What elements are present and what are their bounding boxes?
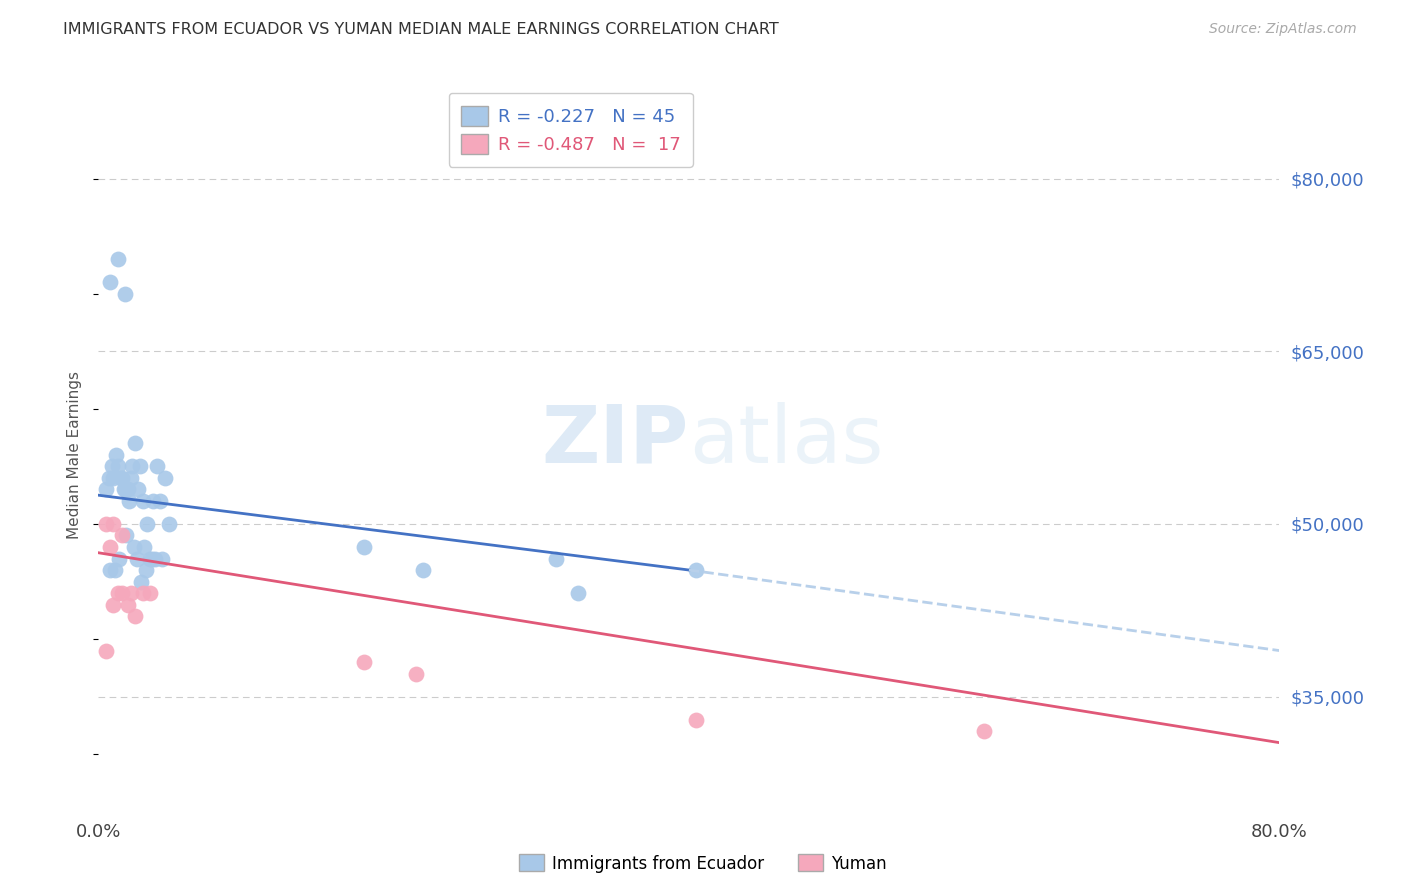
Point bbox=[146, 459, 169, 474]
Point bbox=[127, 483, 149, 497]
Point bbox=[111, 528, 134, 542]
Point bbox=[118, 494, 141, 508]
Legend: R = -0.227   N = 45, R = -0.487   N =  17: R = -0.227 N = 45, R = -0.487 N = 17 bbox=[449, 93, 693, 167]
Point bbox=[141, 551, 163, 566]
Point bbox=[94, 643, 117, 657]
Point bbox=[405, 666, 427, 681]
Point bbox=[117, 483, 139, 497]
Point bbox=[353, 655, 375, 669]
Point bbox=[129, 574, 152, 589]
Point bbox=[122, 540, 145, 554]
Point bbox=[124, 609, 146, 624]
Point bbox=[98, 275, 121, 289]
Text: ZIP: ZIP bbox=[541, 401, 689, 480]
Point bbox=[685, 713, 707, 727]
Point bbox=[150, 551, 173, 566]
Point bbox=[143, 551, 166, 566]
Point bbox=[100, 459, 122, 474]
Point bbox=[111, 586, 134, 600]
Point bbox=[139, 551, 162, 566]
Point bbox=[105, 448, 128, 462]
Point bbox=[107, 459, 129, 474]
Point bbox=[142, 494, 165, 508]
Y-axis label: Median Male Earnings: Median Male Earnings bbox=[67, 371, 83, 539]
Point bbox=[111, 471, 134, 485]
Point bbox=[104, 563, 127, 577]
Point bbox=[117, 598, 139, 612]
Point bbox=[125, 551, 148, 566]
Point bbox=[107, 586, 129, 600]
Point bbox=[124, 436, 146, 450]
Point bbox=[107, 252, 129, 267]
Point bbox=[149, 494, 172, 508]
Point bbox=[110, 471, 132, 485]
Point bbox=[128, 459, 150, 474]
Point bbox=[115, 528, 138, 542]
Point bbox=[412, 563, 434, 577]
Point bbox=[353, 540, 375, 554]
Point bbox=[108, 551, 131, 566]
Point bbox=[121, 459, 143, 474]
Point bbox=[136, 516, 159, 531]
Text: atlas: atlas bbox=[689, 401, 883, 480]
Point bbox=[98, 563, 121, 577]
Point bbox=[103, 598, 125, 612]
Text: IMMIGRANTS FROM ECUADOR VS YUMAN MEDIAN MALE EARNINGS CORRELATION CHART: IMMIGRANTS FROM ECUADOR VS YUMAN MEDIAN … bbox=[63, 22, 779, 37]
Point bbox=[973, 724, 995, 739]
Point bbox=[567, 586, 589, 600]
Point bbox=[94, 516, 117, 531]
Point bbox=[120, 471, 142, 485]
Point bbox=[120, 586, 142, 600]
Point bbox=[132, 586, 155, 600]
Point bbox=[685, 563, 707, 577]
Point bbox=[157, 516, 180, 531]
Point bbox=[94, 483, 117, 497]
Point bbox=[544, 551, 567, 566]
Point bbox=[114, 483, 136, 497]
Point bbox=[135, 563, 157, 577]
Legend: Immigrants from Ecuador, Yuman: Immigrants from Ecuador, Yuman bbox=[512, 847, 894, 880]
Point bbox=[134, 540, 156, 554]
Point bbox=[97, 471, 120, 485]
Point bbox=[98, 540, 121, 554]
Text: Source: ZipAtlas.com: Source: ZipAtlas.com bbox=[1209, 22, 1357, 37]
Point bbox=[114, 286, 136, 301]
Point bbox=[103, 471, 125, 485]
Point bbox=[153, 471, 176, 485]
Point bbox=[139, 586, 162, 600]
Point bbox=[112, 483, 135, 497]
Point bbox=[132, 494, 155, 508]
Point bbox=[103, 516, 125, 531]
